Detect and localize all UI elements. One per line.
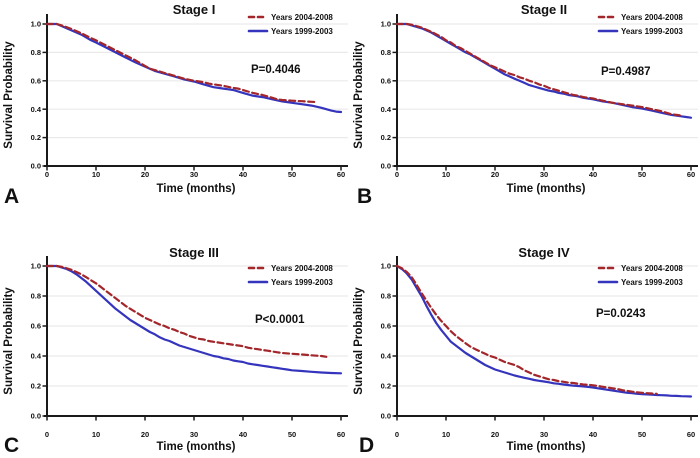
series-1999-2003-line bbox=[45, 22, 343, 114]
y-axis-title: Survival Probability bbox=[353, 41, 365, 149]
x-tick-label: 30 bbox=[540, 430, 548, 439]
series-2004-2008-line bbox=[395, 22, 683, 117]
p-value-label: P<0.0001 bbox=[255, 314, 305, 326]
x-tick-label: 60 bbox=[687, 430, 695, 439]
legend-label: Years 2004-2008 bbox=[621, 13, 683, 22]
y-tick-label: 0.4 bbox=[31, 105, 42, 114]
y-tick-label: 0.8 bbox=[381, 292, 391, 301]
y-tick-label: 0.4 bbox=[31, 352, 42, 361]
y-tick-label: 0.0 bbox=[31, 412, 41, 421]
y-tick-label: 1.0 bbox=[31, 262, 41, 271]
survival-chart-stage-iv: 0.0 0.2 0.4 0.6 0.8 1.0 0 10 20 30 40 50 60 Stage IV T… bbox=[353, 245, 698, 457]
panel-letter: A bbox=[4, 185, 19, 208]
legend-label: Years 1999-2003 bbox=[621, 278, 683, 287]
x-tick-label: 10 bbox=[92, 430, 100, 439]
y-axis-title: Survival Probability bbox=[353, 287, 365, 395]
y-tick-label: 0.2 bbox=[381, 382, 391, 391]
x-axis-title: Time (months) bbox=[506, 441, 585, 453]
series-1999-2003-line bbox=[45, 264, 343, 375]
x-tick-label: 40 bbox=[589, 430, 597, 439]
x-axis-title: Time (months) bbox=[506, 183, 585, 195]
x-tick-label: 10 bbox=[442, 430, 450, 439]
panel-letter: C bbox=[4, 434, 19, 457]
x-tick-label: 60 bbox=[337, 430, 345, 439]
y-tick-label: 0.6 bbox=[31, 76, 41, 85]
y-tick-label: 0.2 bbox=[31, 382, 41, 391]
legend-label: Years 2004-2008 bbox=[271, 264, 333, 273]
legend-label: Years 2004-2008 bbox=[271, 13, 333, 22]
x-tick-label: 20 bbox=[141, 170, 149, 179]
panel-title: Stage I bbox=[173, 2, 216, 17]
y-tick-label: 0.6 bbox=[31, 322, 41, 331]
series-2004-2008-line bbox=[45, 22, 318, 104]
panel-b: 0.0 0.2 0.4 0.6 0.8 1.0 0 10 20 30 40 50 60 Stage II T… bbox=[350, 0, 700, 229]
series-2004-2008-line bbox=[45, 264, 328, 358]
x-axis-title: Time (months) bbox=[156, 183, 235, 195]
panel-d: 0.0 0.2 0.4 0.6 0.8 1.0 0 10 20 30 40 50 60 Stage IV T… bbox=[350, 229, 700, 458]
x-tick-label: 0 bbox=[395, 430, 399, 439]
x-tick-label: 60 bbox=[687, 170, 695, 179]
p-value-label: P=0.4987 bbox=[601, 66, 651, 78]
panel-c: 0.0 0.2 0.4 0.6 0.8 1.0 0 10 20 30 40 50 60 Stage III… bbox=[0, 229, 350, 458]
y-tick-label: 0.2 bbox=[31, 133, 41, 142]
panel-title: Stage III bbox=[169, 245, 219, 260]
y-tick-label: 1.0 bbox=[31, 20, 41, 29]
x-tick-label: 20 bbox=[141, 430, 149, 439]
y-tick-label: 1.0 bbox=[381, 262, 391, 271]
x-tick-label: 30 bbox=[190, 430, 198, 439]
p-value-label: P=0.4046 bbox=[251, 64, 301, 76]
series-1999-2003-line bbox=[395, 264, 693, 398]
panel-a: 0.0 0.2 0.4 0.6 0.8 1.0 0 10 20 30 40 50 60 Stage I Ti… bbox=[0, 0, 350, 229]
survival-chart-stage-ii: 0.0 0.2 0.4 0.6 0.8 1.0 0 10 20 30 40 50 60 Stage II T… bbox=[353, 2, 698, 208]
x-tick-label: 20 bbox=[491, 170, 499, 179]
x-tick-label: 30 bbox=[540, 170, 548, 179]
y-axis-title: Survival Probability bbox=[3, 287, 15, 395]
y-tick-label: 0.6 bbox=[381, 76, 391, 85]
y-tick-label: 0.0 bbox=[31, 162, 41, 171]
x-tick-label: 50 bbox=[288, 170, 296, 179]
y-tick-label: 0.4 bbox=[381, 352, 392, 361]
x-tick-label: 60 bbox=[337, 170, 345, 179]
survival-chart-stage-iii: 0.0 0.2 0.4 0.6 0.8 1.0 0 10 20 30 40 50 60 Stage III… bbox=[3, 245, 348, 457]
x-tick-label: 0 bbox=[45, 430, 49, 439]
x-tick-label: 0 bbox=[45, 170, 49, 179]
panel-letter: B bbox=[357, 185, 372, 208]
x-tick-label: 50 bbox=[638, 430, 646, 439]
x-tick-label: 50 bbox=[288, 430, 296, 439]
legend-label: Years 1999-2003 bbox=[621, 27, 683, 36]
y-tick-label: 0.8 bbox=[381, 48, 391, 57]
y-tick-label: 0.8 bbox=[31, 48, 41, 57]
y-axis-title: Survival Probability bbox=[3, 41, 15, 149]
x-tick-label: 50 bbox=[638, 170, 646, 179]
y-tick-label: 0.6 bbox=[381, 322, 391, 331]
series-2004-2008-line bbox=[395, 264, 658, 395]
y-tick-label: 0.4 bbox=[381, 105, 392, 114]
y-tick-label: 0.0 bbox=[381, 162, 391, 171]
x-tick-label: 20 bbox=[491, 430, 499, 439]
panel-title: Stage IV bbox=[518, 245, 570, 260]
y-tick-label: 0.8 bbox=[31, 292, 41, 301]
legend-label: Years 1999-2003 bbox=[271, 278, 333, 287]
legend-label: Years 1999-2003 bbox=[271, 27, 333, 36]
legend-label: Years 2004-2008 bbox=[621, 264, 683, 273]
y-tick-label: 1.0 bbox=[381, 20, 391, 29]
x-tick-label: 10 bbox=[92, 170, 100, 179]
x-tick-label: 0 bbox=[395, 170, 399, 179]
y-tick-label: 0.2 bbox=[381, 133, 391, 142]
panel-title: Stage II bbox=[521, 2, 567, 17]
x-axis-title: Time (months) bbox=[156, 441, 235, 453]
x-tick-label: 40 bbox=[589, 170, 597, 179]
survival-chart-stage-i: 0.0 0.2 0.4 0.6 0.8 1.0 0 10 20 30 40 50 60 Stage I Ti… bbox=[3, 2, 348, 208]
x-tick-label: 10 bbox=[442, 170, 450, 179]
x-tick-label: 40 bbox=[239, 170, 247, 179]
x-tick-label: 30 bbox=[190, 170, 198, 179]
p-value-label: P=0.0243 bbox=[596, 308, 646, 320]
panel-letter: D bbox=[359, 434, 374, 457]
x-tick-label: 40 bbox=[239, 430, 247, 439]
y-tick-label: 0.0 bbox=[381, 412, 391, 421]
